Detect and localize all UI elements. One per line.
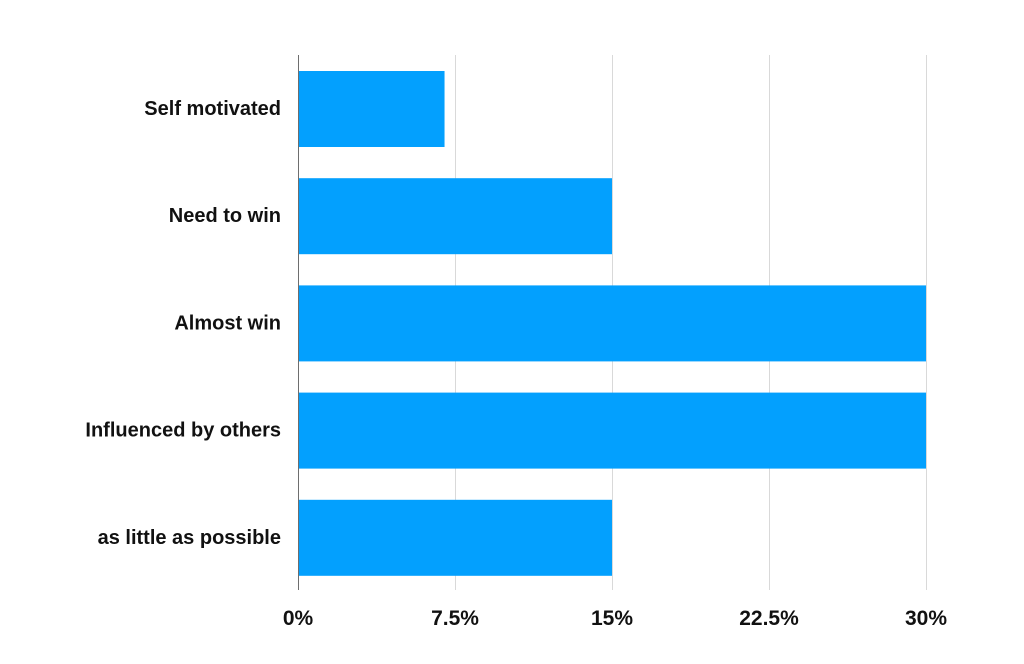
bar-2 <box>298 285 926 362</box>
category-label-1: Need to win <box>169 205 281 227</box>
bar-0 <box>298 71 445 147</box>
x-tick-label-0: 0% <box>283 607 314 630</box>
category-label-0: Self motivated <box>144 98 281 120</box>
x-tick-label-3: 22.5% <box>739 607 799 630</box>
category-label-3: Influenced by others <box>85 420 281 442</box>
bar-4 <box>298 499 612 576</box>
category-label-2: Almost win <box>174 312 281 334</box>
category-label-4: as little as possible <box>98 527 281 549</box>
x-tick-label-1: 7.5% <box>431 607 479 630</box>
x-tick-label-4: 30% <box>905 607 947 630</box>
bar-1 <box>298 178 612 255</box>
bars <box>298 71 926 576</box>
bar-3 <box>298 392 926 469</box>
category-labels: Self motivated Need to win Almost win Influ… <box>85 98 281 549</box>
x-tick-label-2: 15% <box>591 607 633 630</box>
x-tick-labels: 0% 7.5% 15% 22.5% 30% <box>283 607 948 630</box>
